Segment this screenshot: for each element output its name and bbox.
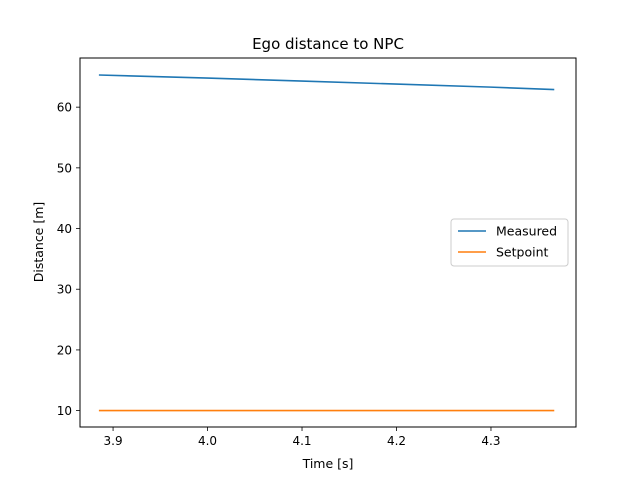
series-layer [98,74,555,412]
legend: Measured Setpoint [450,218,569,267]
y-tick-label: 10 [57,404,72,418]
x-tick-label: 4.2 [387,434,406,448]
chart-title: Ego distance to NPC [252,35,404,53]
x-tick-label: 4.3 [481,434,500,448]
y-axis-ticks: 10 20 30 40 50 60 [57,101,80,418]
x-tick-label: 4.0 [198,434,217,448]
x-axis-label: Time [s] [302,456,354,471]
legend-label-measured: Measured [496,224,557,239]
x-axis-ticks: 3.9 4.0 4.1 4.2 4.3 [104,427,501,448]
y-axis-label: Distance [m] [31,202,46,283]
x-tick-label: 3.9 [104,434,123,448]
y-tick-label: 50 [57,161,72,175]
y-tick-label: 60 [57,101,72,115]
series-line-measured [98,74,555,91]
plot-frame [79,57,577,428]
y-tick-label: 20 [57,343,72,357]
y-tick-label: 40 [57,222,72,236]
legend-label-setpoint: Setpoint [496,245,549,260]
y-tick-label: 30 [57,283,72,297]
x-tick-label: 4.1 [292,434,311,448]
